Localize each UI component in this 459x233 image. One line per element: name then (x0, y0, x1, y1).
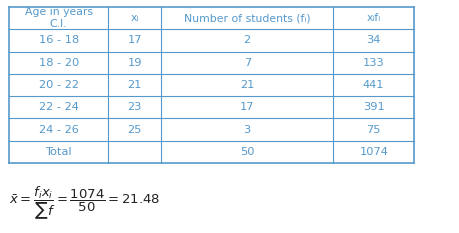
Text: 3: 3 (243, 125, 250, 135)
Text: 21: 21 (127, 80, 141, 90)
Text: 391: 391 (362, 102, 384, 112)
Text: 18 - 20: 18 - 20 (39, 58, 78, 68)
Text: $\bar{x} = \dfrac{f_i x_i}{\sum f} = \dfrac{1074}{50} = 21.48$: $\bar{x} = \dfrac{f_i x_i}{\sum f} = \df… (9, 184, 160, 221)
Text: 20 - 22: 20 - 22 (39, 80, 78, 90)
Text: 75: 75 (366, 125, 380, 135)
Text: 22 - 24: 22 - 24 (39, 102, 78, 112)
Text: 7: 7 (243, 58, 250, 68)
Text: 441: 441 (362, 80, 384, 90)
Text: 17: 17 (240, 102, 254, 112)
Text: xᵢfᵢ: xᵢfᵢ (366, 13, 380, 23)
Text: 17: 17 (127, 35, 141, 45)
Text: 2: 2 (243, 35, 250, 45)
Text: Number of students (fᵢ): Number of students (fᵢ) (184, 13, 310, 23)
Text: 24 - 26: 24 - 26 (39, 125, 78, 135)
Text: 1074: 1074 (358, 147, 387, 157)
Text: 16 - 18: 16 - 18 (39, 35, 78, 45)
Text: 23: 23 (127, 102, 141, 112)
Text: 133: 133 (362, 58, 384, 68)
Text: 21: 21 (240, 80, 254, 90)
Text: 25: 25 (127, 125, 141, 135)
Text: Total: Total (45, 147, 72, 157)
Text: 19: 19 (127, 58, 141, 68)
Text: 34: 34 (366, 35, 380, 45)
Text: Age in years
C.I.: Age in years C.I. (25, 7, 92, 29)
Text: xᵢ: xᵢ (130, 13, 139, 23)
Text: 50: 50 (240, 147, 254, 157)
